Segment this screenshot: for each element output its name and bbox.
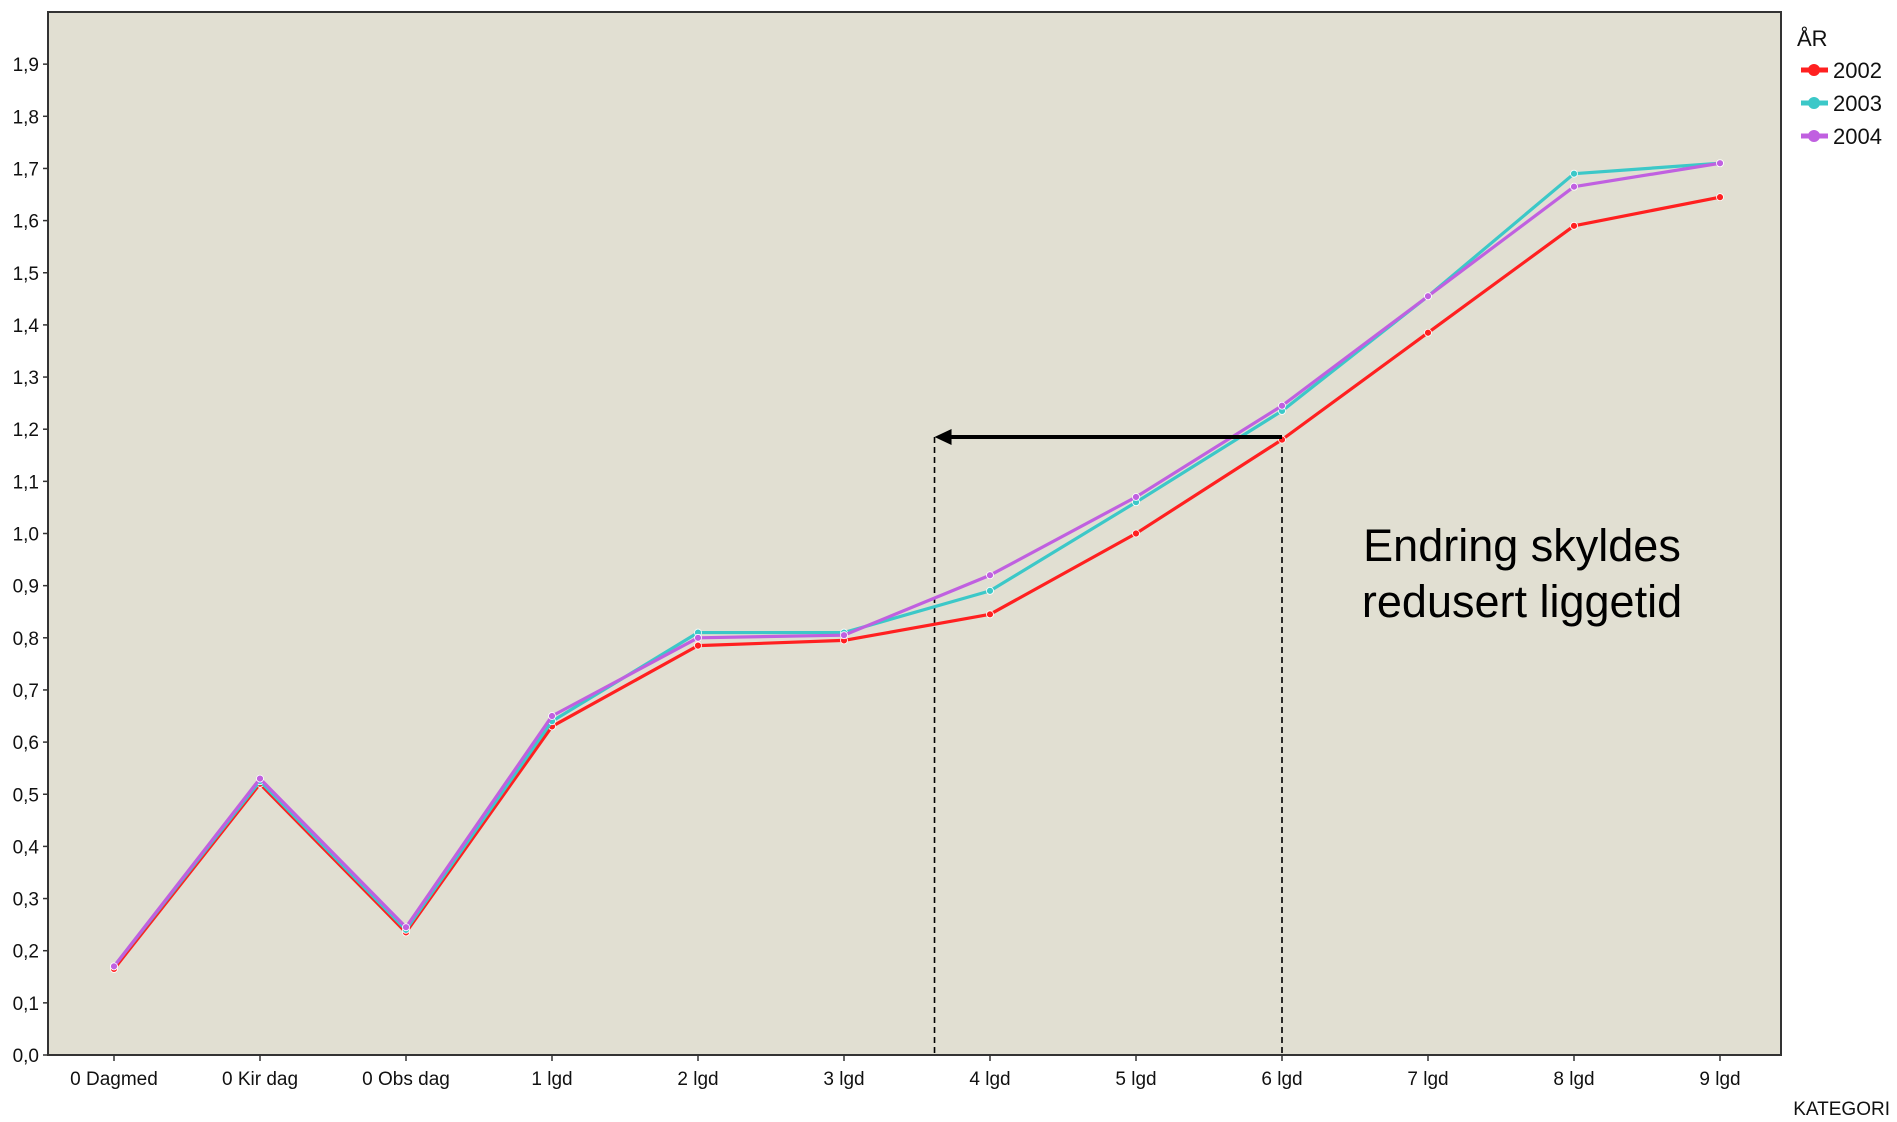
data-point — [1570, 221, 1578, 230]
data-point — [1570, 169, 1578, 178]
data-point — [1132, 493, 1140, 501]
legend-swatch-marker — [1808, 97, 1820, 109]
y-tick-label: 1,1 — [13, 472, 39, 493]
x-tick-label: 8 lgd — [1553, 1069, 1594, 1090]
x-tick-label: 3 lgd — [823, 1069, 864, 1090]
data-point — [1424, 328, 1432, 337]
x-tick-label: 4 lgd — [969, 1069, 1010, 1090]
y-tick-label: 0,3 — [13, 890, 39, 911]
y-tick-label: 1,2 — [13, 420, 39, 441]
legend-swatch-marker — [1808, 64, 1820, 76]
data-point — [256, 774, 264, 783]
data-point — [548, 712, 556, 720]
y-tick-label: 1,6 — [13, 212, 39, 233]
y-tick-label: 0,1 — [13, 994, 39, 1015]
data-point — [986, 586, 994, 595]
annotation-guides — [933, 437, 1283, 1055]
x-tick-label: 5 lgd — [1115, 1069, 1156, 1090]
x-tick-label: 0 Kir dag — [222, 1069, 298, 1090]
legend-entry-label: 2002 — [1833, 58, 1882, 83]
series-line-2002 — [112, 195, 1721, 970]
annotation-arrow — [934, 429, 1282, 446]
x-tick-label: 0 Obs dag — [362, 1069, 450, 1090]
data-point — [694, 641, 702, 650]
y-tick-label: 0,8 — [13, 629, 39, 650]
x-axis-title: KATEGORI — [1793, 1099, 1890, 1120]
x-axis: 0 Dagmed 0 Kir dag 0 Obs dag 1 lgd 2 lgd 3 lg… — [70, 1055, 1741, 1090]
arrow-head — [934, 429, 952, 446]
y-tick-label: 0,2 — [13, 942, 39, 963]
data-point — [402, 923, 410, 932]
y-tick-label: 0,6 — [13, 733, 39, 754]
data-point — [694, 633, 702, 642]
data-point — [110, 962, 118, 971]
annotation-text-line2: redusert liggetid — [1362, 576, 1682, 627]
y-tick-label: 0,9 — [13, 577, 39, 598]
data-point — [1424, 292, 1432, 301]
data-point — [840, 631, 848, 640]
y-axis: 0,0 0,1 0,2 0,3 0,4 0,5 0,6 0,7 0,8 0,9 1,0 1,1 1,2 1… — [13, 55, 48, 1067]
data-point — [1278, 401, 1286, 410]
legend-entry-label: 2004 — [1833, 124, 1882, 149]
y-tick-label: 1,3 — [13, 368, 39, 389]
series-layer — [110, 159, 1724, 973]
x-tick-label: 9 lgd — [1699, 1069, 1740, 1090]
y-tick-label: 0,7 — [13, 681, 39, 702]
plot-area — [47, 11, 1782, 1056]
y-tick-label: 1,8 — [13, 107, 39, 128]
legend: ÅR 2002 2003 2004 — [1797, 26, 1882, 149]
data-point — [1570, 182, 1578, 191]
series-line-2003 — [112, 161, 1721, 968]
series-line-2004 — [112, 161, 1721, 968]
annotation-text-line1: Endring skyldes — [1363, 520, 1681, 571]
x-tick-label: 1 lgd — [531, 1069, 572, 1090]
y-tick-label: 1,5 — [13, 264, 39, 285]
data-point — [986, 610, 994, 619]
legend-entry-label: 2003 — [1833, 91, 1882, 116]
y-tick-label: 0,0 — [13, 1046, 39, 1067]
y-tick-label: 0,4 — [13, 837, 40, 858]
x-tick-label: 2 lgd — [677, 1069, 718, 1090]
y-tick-label: 1,9 — [13, 55, 39, 76]
data-point — [1132, 529, 1140, 538]
data-point — [1716, 159, 1724, 168]
y-tick-label: 1,7 — [13, 159, 39, 180]
legend-title: ÅR — [1797, 26, 1828, 51]
x-tick-label: 7 lgd — [1407, 1069, 1448, 1090]
data-point — [986, 571, 994, 580]
y-tick-label: 0,5 — [13, 785, 39, 806]
data-point — [1716, 193, 1724, 202]
y-tick-label: 1,4 — [13, 316, 40, 337]
legend-swatch-marker — [1808, 130, 1820, 142]
x-tick-label: 0 Dagmed — [70, 1069, 158, 1090]
y-tick-label: 1,0 — [13, 525, 39, 546]
x-tick-label: 6 lgd — [1261, 1069, 1302, 1090]
